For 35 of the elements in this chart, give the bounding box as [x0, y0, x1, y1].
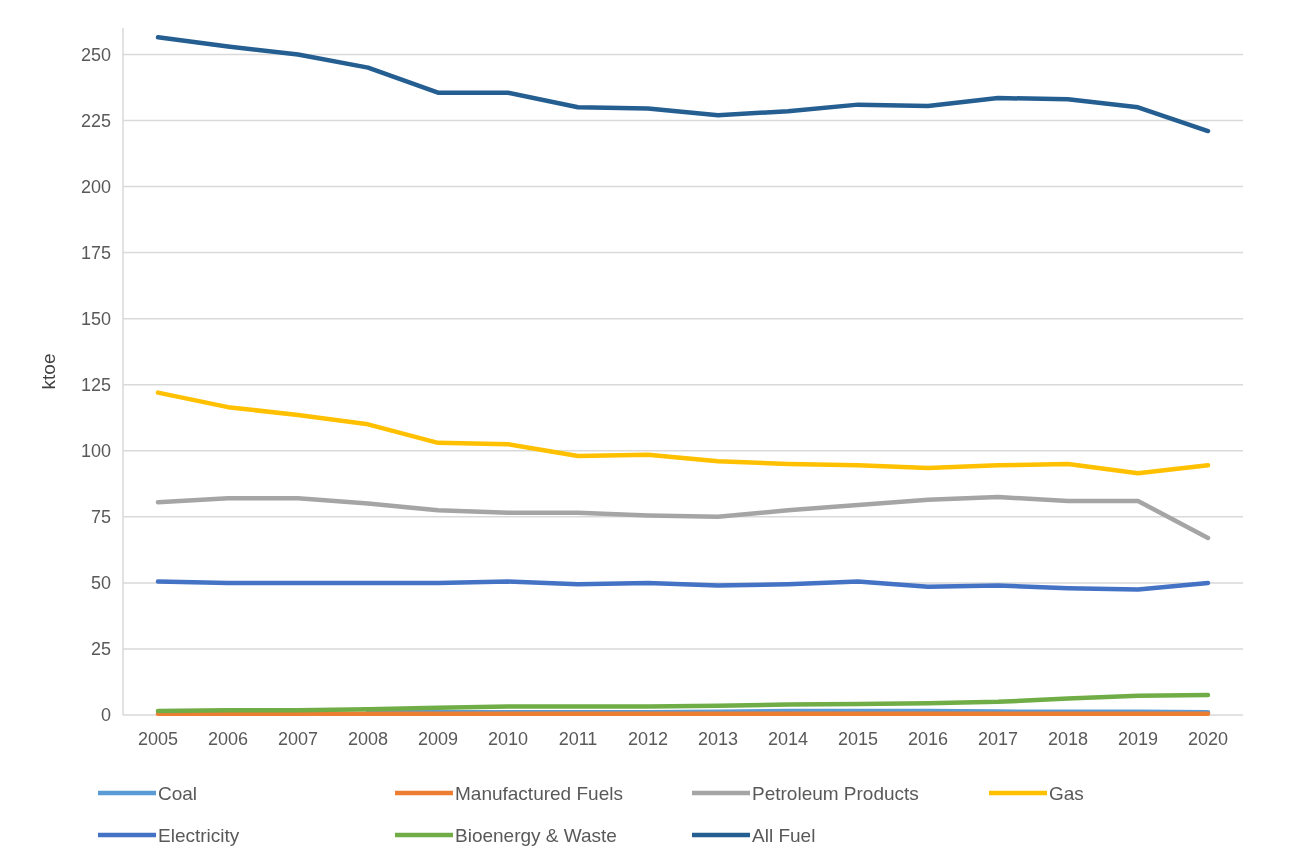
legend-label: Manufactured Fuels [455, 782, 623, 804]
y-axis-title: ktoe [38, 353, 59, 390]
legend-label: Coal [158, 782, 198, 804]
x-tick-label: 2017 [977, 729, 1019, 749]
x-tick-label: 2006 [207, 729, 249, 749]
x-tick-label: 2016 [907, 729, 949, 749]
x-tick-label: 2005 [137, 729, 179, 749]
x-tick-label: 2010 [487, 729, 529, 749]
y-tick-label: 175 [80, 242, 111, 263]
y-tick-label: 50 [90, 573, 111, 594]
x-tick-label: 2008 [347, 729, 389, 749]
y-tick-label: 150 [80, 308, 111, 329]
x-tick-label: 2009 [417, 729, 459, 749]
legend-label: All Fuel [752, 824, 816, 846]
legend-label: Bioenergy & Waste [455, 824, 617, 846]
x-tick-label: 2011 [558, 729, 598, 749]
x-tick-label: 2007 [277, 729, 319, 749]
y-tick-label: 75 [90, 507, 111, 528]
x-tick-label: 2020 [1187, 729, 1229, 749]
x-tick-label: 2019 [1117, 729, 1159, 749]
legend-label: Gas [1049, 782, 1084, 804]
y-tick-label: 200 [80, 176, 111, 197]
y-tick-label: 100 [80, 441, 111, 462]
x-tick-label: 2013 [697, 729, 739, 749]
x-tick-label: 2014 [767, 729, 809, 749]
y-tick-label: 250 [80, 44, 111, 65]
x-tick-label: 2012 [627, 729, 669, 749]
y-tick-label: 225 [80, 110, 111, 131]
y-tick-label: 25 [90, 639, 111, 660]
y-tick-label: 125 [80, 375, 111, 396]
legend-label: Petroleum Products [752, 782, 919, 804]
legend-label: Electricity [158, 824, 240, 846]
y-tick-label: 0 [100, 705, 111, 726]
x-tick-label: 2015 [837, 729, 879, 749]
x-tick-label: 2018 [1047, 729, 1089, 749]
